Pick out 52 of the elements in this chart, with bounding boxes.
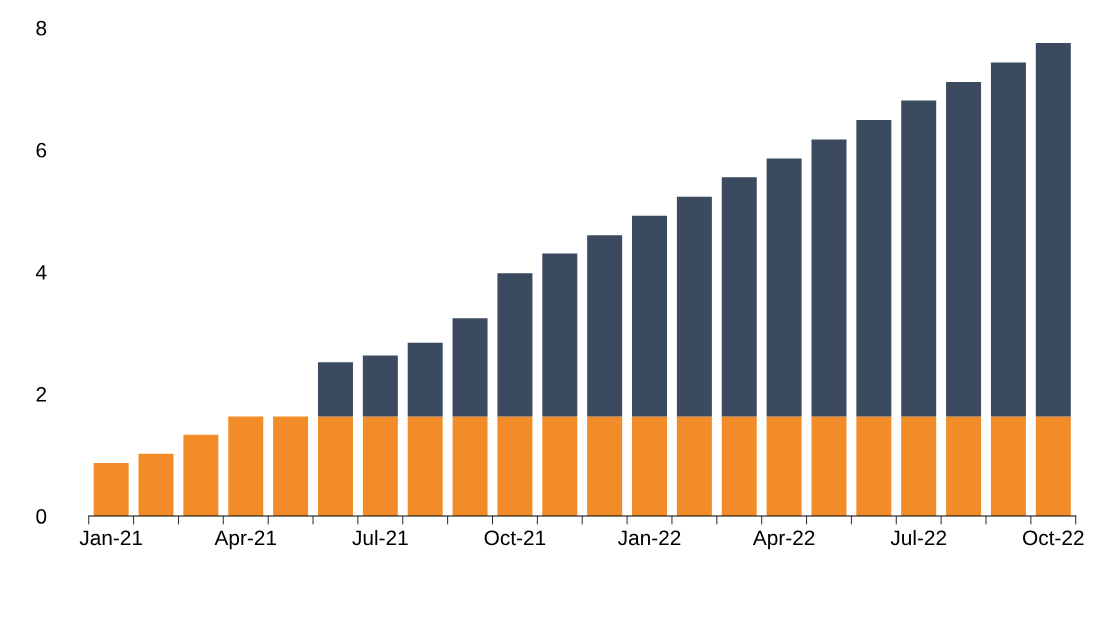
bar bbox=[273, 416, 309, 517]
bar bbox=[497, 273, 533, 417]
bar bbox=[228, 416, 264, 517]
bar bbox=[946, 416, 982, 517]
bar bbox=[407, 342, 443, 417]
bar bbox=[587, 416, 623, 517]
bar bbox=[93, 462, 129, 517]
bar bbox=[362, 416, 398, 517]
x-tick-label: Jan-22 bbox=[618, 530, 681, 546]
x-tick-label: Apr-22 bbox=[752, 530, 815, 550]
x-tick-label: Apr-21 bbox=[214, 530, 276, 550]
y-tick-label: 6 bbox=[36, 142, 47, 158]
bar bbox=[452, 318, 488, 417]
bar bbox=[1035, 43, 1071, 417]
y-tick-label: 0 bbox=[36, 509, 47, 524]
bar bbox=[856, 416, 892, 517]
x-tick-label: Jul-21 bbox=[352, 529, 408, 546]
bar bbox=[766, 416, 802, 517]
bar bbox=[721, 177, 757, 417]
bar bbox=[1035, 416, 1071, 517]
bar bbox=[901, 416, 937, 517]
bar bbox=[766, 158, 802, 417]
bar bbox=[317, 362, 353, 417]
bar bbox=[990, 62, 1026, 417]
bar bbox=[587, 235, 623, 417]
bar bbox=[542, 416, 578, 517]
y-tick-label: 4 bbox=[35, 265, 47, 280]
x-tick-label: Oct-21 bbox=[484, 530, 546, 546]
bar bbox=[676, 196, 712, 417]
bar bbox=[811, 416, 847, 517]
bar bbox=[721, 416, 757, 517]
bar bbox=[632, 416, 668, 517]
bar bbox=[946, 82, 982, 417]
bar bbox=[811, 139, 847, 417]
bar bbox=[542, 253, 578, 417]
bar bbox=[901, 100, 937, 417]
bar bbox=[407, 416, 443, 517]
bar bbox=[183, 434, 219, 517]
bar bbox=[317, 416, 353, 517]
bar bbox=[497, 416, 533, 517]
bar bbox=[856, 119, 892, 417]
bar bbox=[990, 416, 1026, 517]
bar bbox=[362, 355, 398, 417]
x-tick-label: Oct-22 bbox=[1023, 530, 1084, 546]
bar bbox=[632, 215, 668, 417]
y-tick-label: 2 bbox=[36, 386, 47, 402]
bar bbox=[676, 416, 712, 517]
y-tick-label: 8 bbox=[36, 20, 47, 36]
x-tick-label: Jul-22 bbox=[890, 529, 947, 546]
bar bbox=[138, 453, 174, 517]
x-tick-label: Jan-21 bbox=[79, 530, 142, 546]
bar bbox=[452, 416, 488, 517]
